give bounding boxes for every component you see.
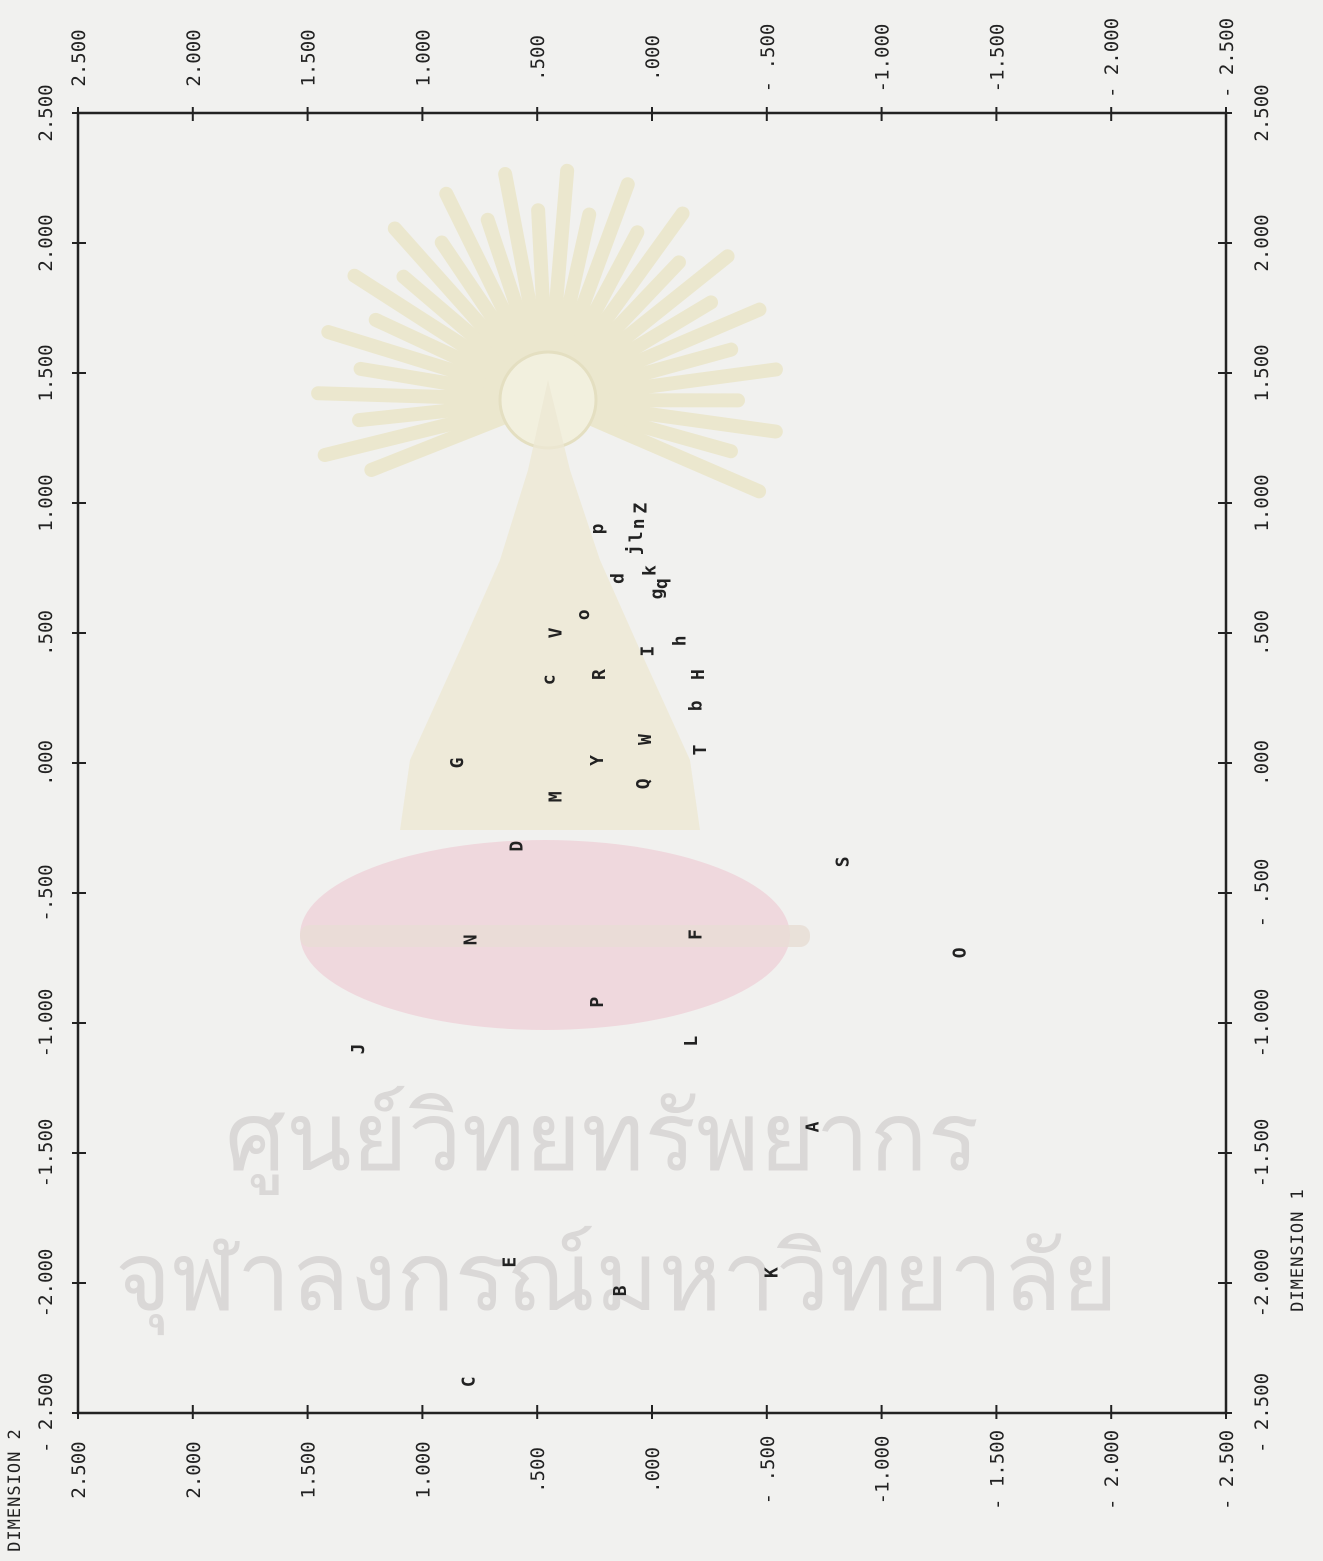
point-c: c: [539, 674, 560, 685]
tick-label-left: .000: [35, 740, 57, 786]
point-p: p: [587, 523, 608, 534]
tick-label-top: 1.000: [412, 29, 434, 86]
tick-label-left: .500: [35, 610, 57, 656]
point-J: J: [348, 1044, 369, 1055]
point-T: T: [690, 744, 711, 755]
tick-label-top: .000: [642, 35, 664, 81]
emblem-bar: [300, 925, 810, 947]
tick-label-bottom: .000: [642, 1447, 664, 1493]
point-W: W: [635, 734, 656, 745]
tick-label-left: 1.000: [35, 474, 57, 531]
tick-label-bottom: 1.500: [298, 1441, 320, 1498]
tick-label-right: 1.000: [1251, 474, 1273, 531]
tick-label-left: - 2.500: [35, 1373, 57, 1453]
point-A: A: [803, 1121, 824, 1132]
tick-label-right: - 2.500: [1251, 1373, 1273, 1453]
tick-label-right: 2.000: [1251, 214, 1273, 271]
point-V: V: [546, 627, 567, 638]
tick-label-right: -1.000: [1251, 989, 1273, 1058]
x-axis-title: DIMENSION 1: [1288, 1188, 1308, 1312]
point-b: b: [686, 700, 707, 711]
point-S: S: [833, 856, 854, 867]
tick-label-top: - 2.000: [1101, 18, 1123, 98]
point-G: G: [447, 758, 468, 769]
point-l: l: [626, 531, 647, 542]
tick-label-bottom: - .500: [757, 1436, 779, 1505]
point-n: n: [628, 518, 649, 529]
tick-label-right: -1.500: [1251, 1119, 1273, 1188]
point-Q: Q: [633, 778, 654, 789]
tick-label-bottom: - 2.000: [1101, 1430, 1123, 1510]
watermark-line-2: จุฬาลงกรณ์มหาวิทยาลัย: [115, 1221, 1118, 1336]
point-H: H: [688, 669, 709, 680]
tick-label-top: 1.500: [298, 29, 320, 86]
tick-label-top: 2.000: [183, 29, 205, 86]
point-d: d: [608, 573, 629, 584]
point-j: j: [624, 544, 645, 555]
tick-label-bottom: - 1.500: [986, 1430, 1008, 1510]
tick-label-right: 1.500: [1251, 344, 1273, 401]
tick-label-bottom: -1.000: [872, 1436, 894, 1505]
tick-label-top: 2.500: [68, 29, 90, 86]
tick-label-left: -1.000: [35, 989, 57, 1058]
tick-label-right: .500: [1251, 610, 1273, 656]
point-k: k: [640, 565, 661, 576]
point-E: E: [500, 1257, 521, 1268]
point-q: q: [651, 578, 672, 589]
tick-label-bottom: .500: [527, 1447, 549, 1493]
tick-label-right: .000: [1251, 740, 1273, 786]
tick-label-bottom: 2.500: [68, 1441, 90, 1498]
tick-label-right: -2.000: [1251, 1249, 1273, 1318]
tick-label-top: -1.500: [986, 24, 1008, 93]
watermark-line-1: ศูนย์วิทยทรัพยากร: [225, 1081, 979, 1195]
tick-label-bottom: - 2.500: [1216, 1430, 1238, 1510]
tick-label-top: .500: [527, 35, 549, 81]
tick-label-left: 2.000: [35, 214, 57, 271]
tick-label-bottom: 1.000: [412, 1441, 434, 1498]
point-K: K: [761, 1267, 782, 1278]
point-P: P: [587, 997, 608, 1008]
point-N: N: [461, 934, 482, 945]
tick-label-left: 2.500: [35, 84, 57, 141]
point-R: R: [589, 669, 610, 680]
point-C: C: [458, 1376, 479, 1387]
point-o: o: [573, 609, 594, 620]
point-O: O: [950, 947, 971, 958]
tick-label-left: -.500: [35, 864, 57, 921]
point-g: g: [647, 589, 668, 600]
point-I: I: [637, 646, 658, 657]
point-Z: Z: [631, 503, 652, 514]
y-axis-title: DIMENSION 2: [5, 1428, 25, 1552]
point-F: F: [686, 929, 707, 940]
point-h: h: [670, 635, 691, 646]
tick-label-right: - .500: [1251, 859, 1273, 928]
point-L: L: [681, 1036, 702, 1047]
tick-label-left: -1.500: [35, 1119, 57, 1188]
tick-label-top: - 2.500: [1216, 18, 1238, 98]
point-Y: Y: [587, 755, 608, 766]
chulalongkorn-emblem-watermark: [300, 171, 810, 1030]
tick-label-left: -2.000: [35, 1249, 57, 1318]
tick-label-bottom: 2.000: [183, 1441, 205, 1498]
point-M: M: [546, 791, 567, 802]
point-D: D: [507, 841, 528, 852]
tick-label-top: -1.000: [872, 24, 894, 93]
tick-label-right: 2.500: [1251, 84, 1273, 141]
tick-label-left: 1.500: [35, 344, 57, 401]
point-B: B: [610, 1285, 631, 1296]
tick-label-top: - .500: [757, 24, 779, 93]
